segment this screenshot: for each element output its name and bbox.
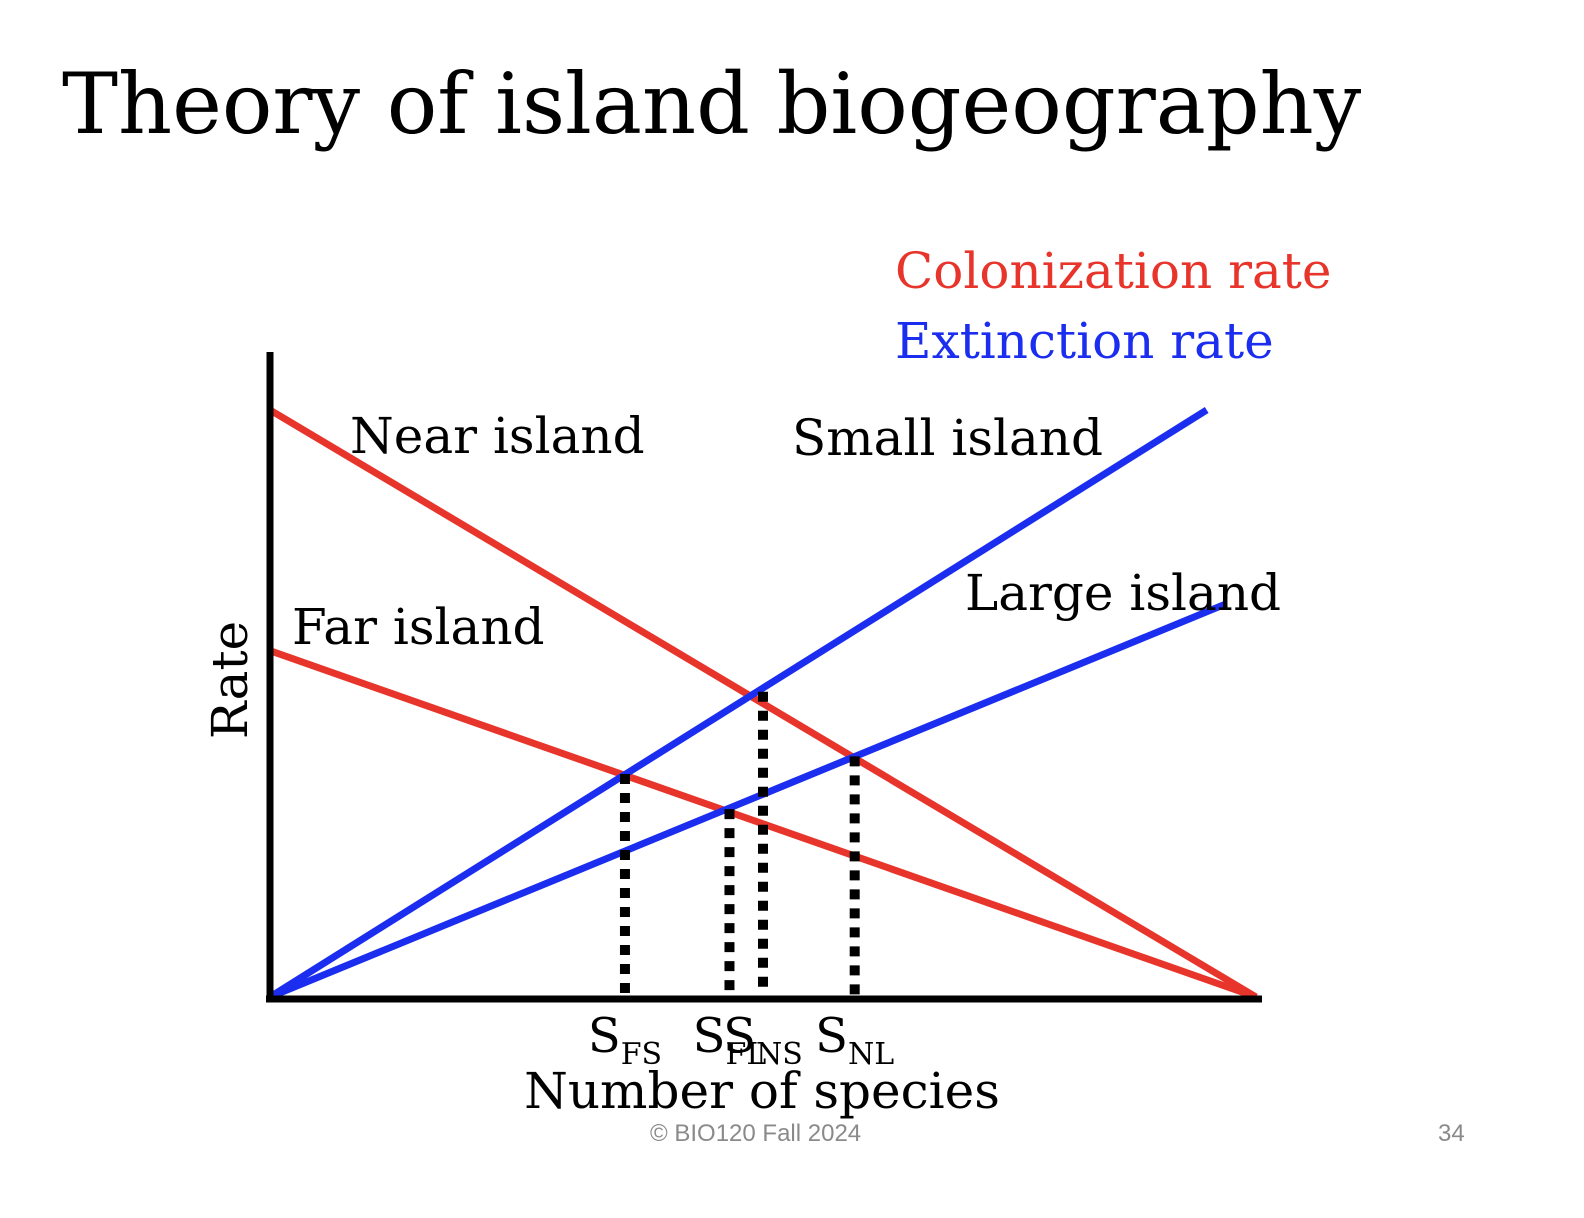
series-label-far-island: Far island (292, 598, 545, 656)
footer-copyright: © BIO120 Fall 2024 (650, 1120, 862, 1147)
slide-title: Theory of island biogeography (62, 55, 1362, 153)
equilibrium-label-ns: SNS (723, 1008, 803, 1072)
legend-extinction-rate: Extinction rate (895, 312, 1274, 370)
series-label-small-island: Small island (792, 409, 1103, 467)
series-line-far-island (268, 647, 1258, 1001)
equilibrium-label-fl: SFL (693, 1008, 767, 1072)
series-layer (268, 406, 1258, 1001)
equilibrium-label-nl: SNL (815, 1008, 894, 1072)
x-axis-label: Number of species (524, 1062, 1000, 1120)
y-axis-label: Rate (201, 621, 259, 739)
equilibrium-label-fs: SFS (588, 1008, 662, 1072)
series-label-large-island: Large island (965, 564, 1281, 622)
legend-colonization-rate: Colonization rate (895, 242, 1332, 300)
series-line-large-island (268, 600, 1228, 1001)
page-number: 34 (1438, 1120, 1465, 1147)
series-label-near-island: Near island (350, 407, 645, 465)
series-line-small-island (268, 407, 1209, 1000)
series-line-near-island (268, 406, 1258, 1001)
